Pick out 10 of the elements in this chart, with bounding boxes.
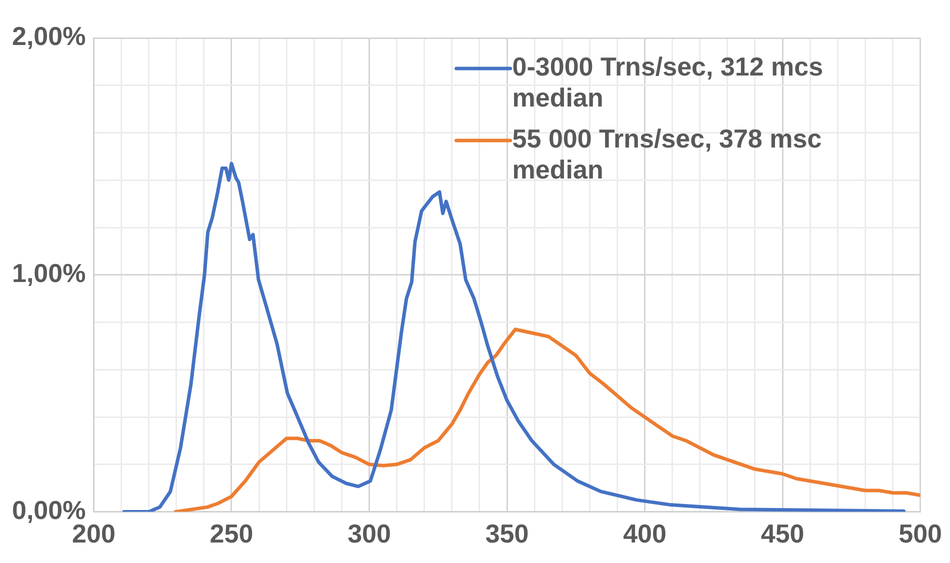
x-tick-label: 450 [760,518,804,549]
y-tick-label: 2,00% [12,21,86,52]
x-tick-label: 500 [898,518,942,549]
legend-label: 55 000 Trns/sec, 378 msc median [512,124,822,185]
x-tick-label: 350 [485,518,529,549]
legend-label: 0-3000 Trns/sec, 312 mcs median [512,52,824,113]
y-tick-label: 1,00% [12,258,86,288]
x-tick-label: 400 [623,518,666,549]
x-tick-label: 250 [210,518,254,549]
x-tick-label: 300 [348,518,391,549]
